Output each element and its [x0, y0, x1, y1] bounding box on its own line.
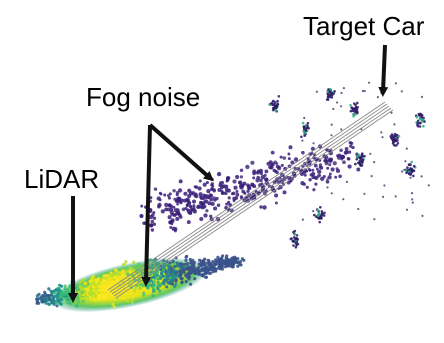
arrow-down-icon — [141, 124, 152, 287]
fog-noise-point-cloud — [139, 141, 363, 233]
arrow-diagonal-icon — [148, 123, 214, 182]
target-car-label: Target Car — [303, 11, 425, 41]
annotation-arrows — [68, 44, 389, 303]
arrow-down-icon — [378, 44, 389, 97]
far-structure-points — [268, 81, 430, 249]
beam-line — [107, 101, 386, 291]
lidar-label: LiDAR — [24, 164, 100, 194]
beam-line — [113, 107, 392, 297]
beam-line — [111, 105, 390, 295]
fog-noise-label: Fog noise — [86, 82, 201, 112]
beam-line — [109, 103, 388, 293]
lidar-beams — [107, 101, 394, 299]
beam-line — [115, 109, 394, 299]
